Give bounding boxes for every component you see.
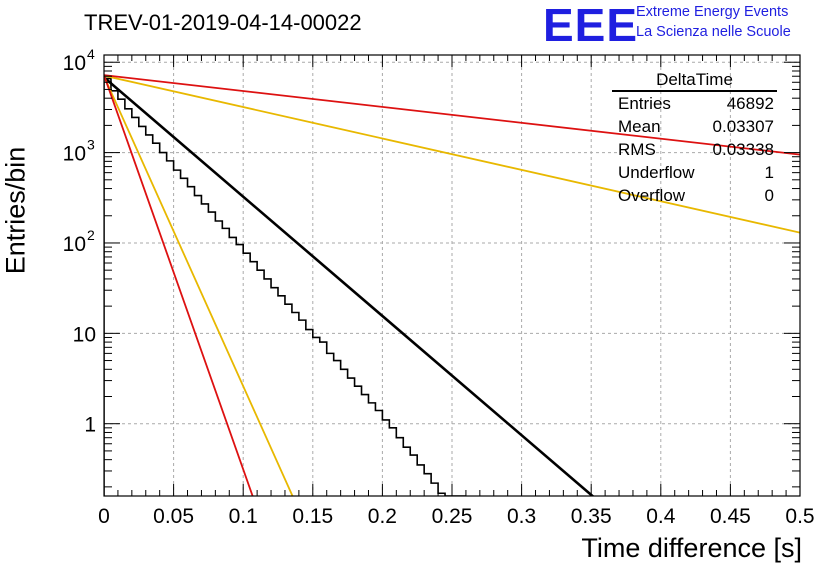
fit-line-4 [104,74,800,156]
x-tick-label: 0.45 [710,505,751,528]
stats-title: DeltaTime [612,70,777,92]
stats-label: Overflow [618,186,686,205]
stats-row: Entries 46892 [612,92,777,115]
stats-row: Mean 0.03307 [612,115,777,138]
x-tick-label: 0.05 [153,505,194,528]
x-tick-label: 0.2 [368,505,397,528]
fit-line-1 [104,75,294,496]
logo-line-2: La Scienza nelle Scuole [636,24,791,40]
stats-row: Underflow 1 [612,161,777,184]
x-tick-label: 0.35 [571,505,612,528]
y-tick-exponent: 3 [87,137,95,153]
x-tick-label: 0.15 [292,505,333,528]
y-tick-label: 10 [73,323,96,346]
y-tick-exponent: 4 [87,46,95,62]
stats-row: Overflow 0 [612,184,777,207]
x-tick-label: 0.1 [229,505,258,528]
y-tick-exponent: 2 [87,227,95,243]
x-axis-label: Time difference [s] [581,533,802,563]
stats-value: 46892 [726,94,774,113]
x-tick-label: 0 [98,505,110,528]
stats-label: Mean [618,117,661,136]
y-tick-label: 1 [84,414,96,437]
y-axis-label-wrap: Entries/bin [0,147,46,275]
x-tick-label: 0.4 [646,505,676,528]
y-tick-label: 10 [63,52,86,75]
y-tick-label: 10 [63,143,86,166]
fit-line-2 [104,74,254,496]
stats-label: Entries [618,94,671,113]
stats-value: 0.03307 [712,117,774,136]
fit-line-3 [104,74,800,234]
stats-value: 1 [764,163,774,182]
logo-line-1: Extreme Energy Events [636,4,789,20]
stats-label: RMS [618,140,656,159]
stats-row: RMS 0.03338 [612,138,777,161]
stats-label: Underflow [618,163,695,182]
y-tick-label: 10 [63,233,86,256]
y-axis-label: Entries/bin [0,146,31,275]
x-tick-label: 0.3 [507,505,536,528]
stats-value: 0.03338 [712,140,774,159]
chart-title: TREV-01-2019-04-14-00022 [84,10,362,35]
histogram-steps [104,77,466,496]
x-tick-label: 0.5 [785,505,814,528]
stats-box: DeltaTime Entries 46892 Mean 0.03307 RMS 0.… [612,70,777,207]
x-tick-label: 0.25 [432,505,473,528]
eee-logo: EEE [543,0,639,51]
fit-line-0 [104,76,595,496]
stats-value: 0 [764,186,774,205]
